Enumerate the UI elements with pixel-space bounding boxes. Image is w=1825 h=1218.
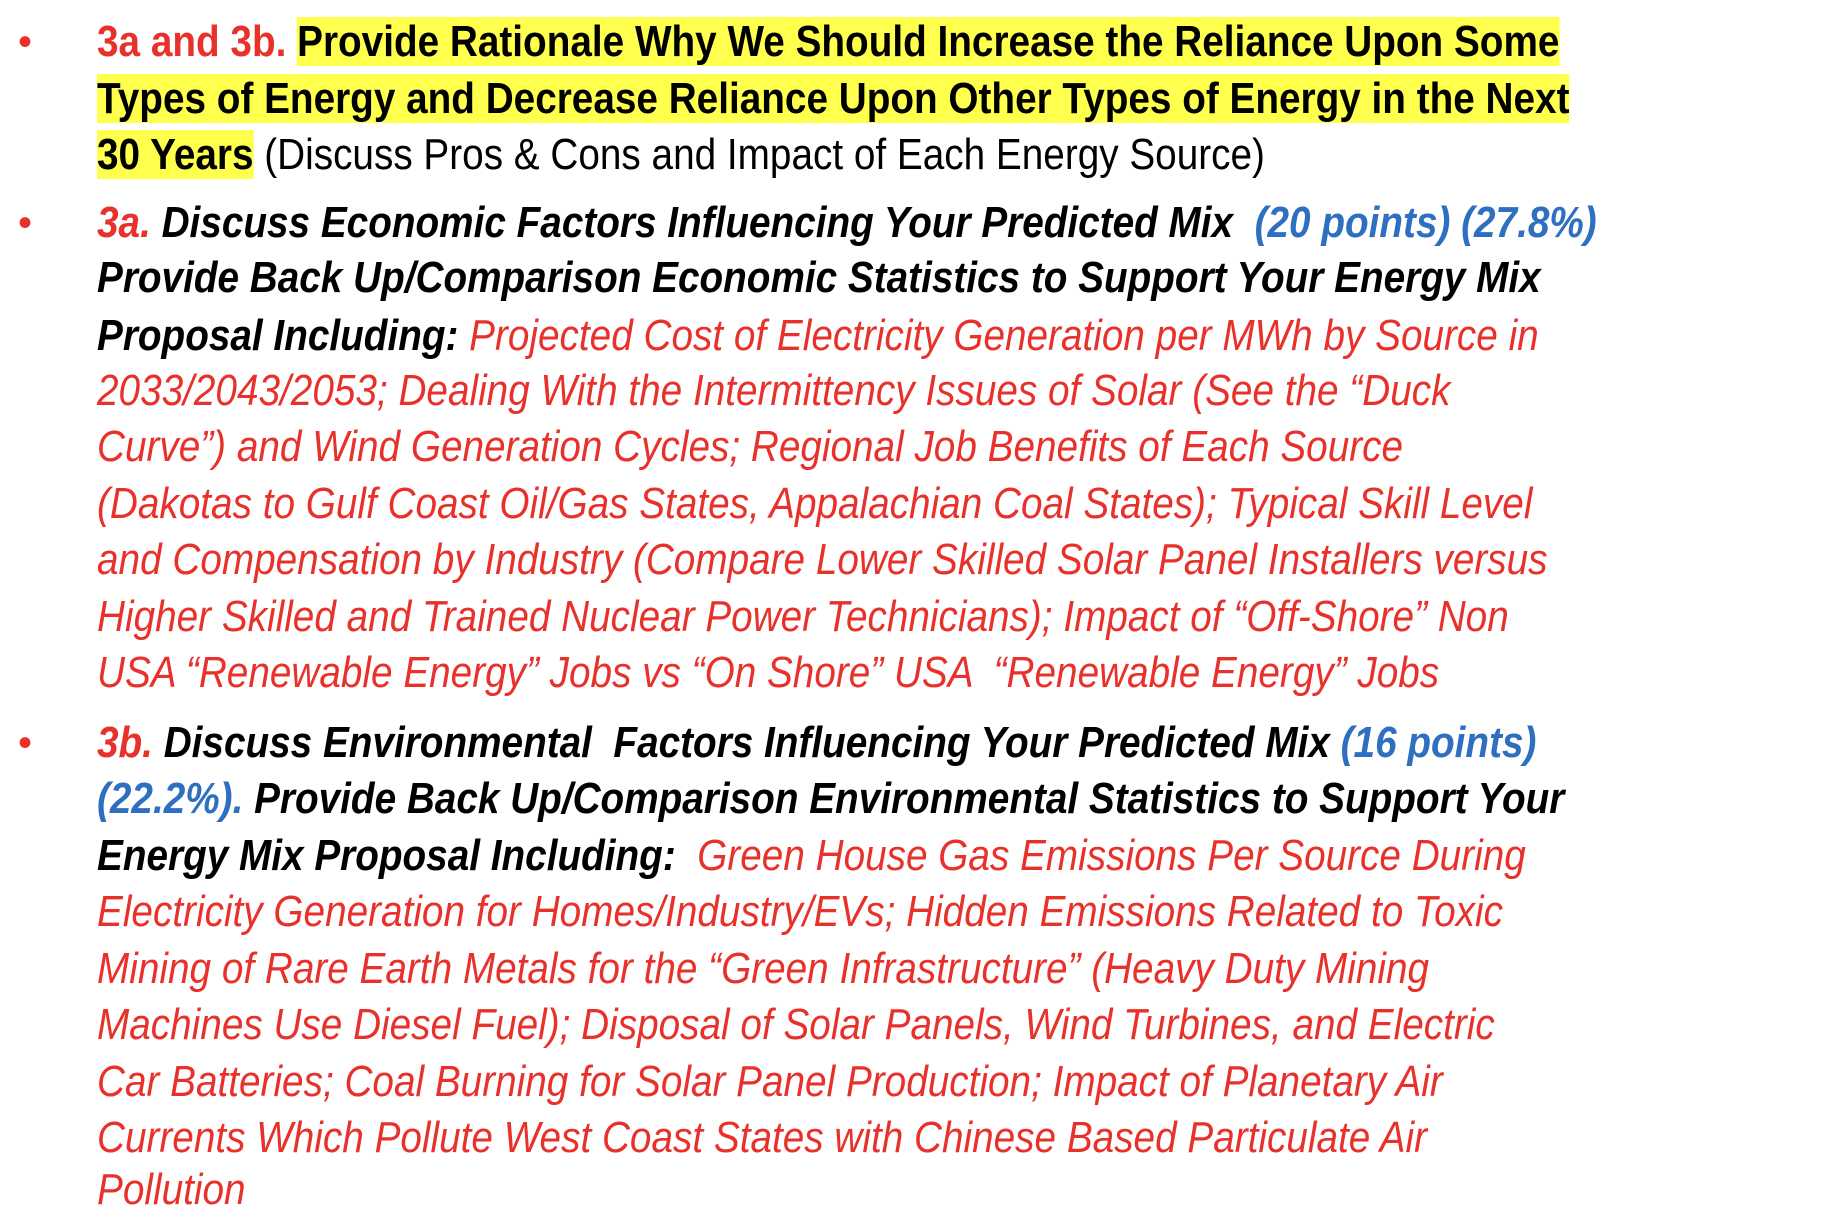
text-line: 3a. Discuss Economic Factors Influencing… [97,195,1597,251]
text-segment-blue-bi: (20 points) (27.8%) [1254,198,1597,247]
text-line: Currents Which Pollute West Coast States… [97,1110,1427,1166]
text-line: Types of Energy and Decrease Reliance Up… [97,71,1570,127]
text-segment-red-i: Projected Cost of Electricity Generation… [469,311,1539,360]
text-line: Pollution [97,1162,246,1218]
text-segment-red-bi: 3b. [97,718,164,767]
text-segment-red-bi: 3a. [97,198,162,247]
text-line: 3a and 3b. Provide Rationale Why We Shou… [97,14,1560,70]
text-segment-hl: 30 Years [97,130,254,179]
text-segment-plain: (Discuss Pros & Cons and Impact of Each … [253,130,1265,179]
text-segment-red-i: (Dakotas to Gulf Coast Oil/Gas States, A… [97,479,1533,528]
bullet-icon: • [18,20,33,64]
text-line: 30 Years (Discuss Pros & Cons and Impact… [97,127,1265,183]
text-segment-black-bi: Energy Mix Proposal Including: [97,831,698,880]
text-line: (Dakotas to Gulf Coast Oil/Gas States, A… [97,476,1532,532]
text-segment-red-i: and Compensation by Industry (Compare Lo… [97,535,1548,584]
text-segment-hl: Provide Rationale Why We Should Increase… [297,17,1560,66]
text-segment-red-i: 2033/2043/2053; Dealing With the Intermi… [97,366,1451,415]
text-segment-hl: Types of Energy and Decrease Reliance Up… [97,74,1570,123]
text-line: Curve”) and Wind Generation Cycles; Regi… [97,419,1403,475]
text-segment-black-bi: Provide Back Up/Comparison Economic Stat… [97,253,1541,302]
text-segment-black-bi: Proposal Including: [97,311,470,360]
text-segment-blue-bi: (16 points) [1340,718,1537,767]
text-line: Higher Skilled and Trained Nuclear Power… [97,589,1509,645]
text-segment-black-bi: Discuss Environmental Factors Influencin… [163,718,1341,767]
text-segment-red-i: USA “Renewable Energy” Jobs vs “On Shore… [97,648,1440,697]
text-segment-red-i: Mining of Rare Earth Metals for the “Gre… [97,944,1430,993]
text-line: (22.2%). Provide Back Up/Comparison Envi… [97,771,1564,827]
text-segment-red-i: Currents Which Pollute West Coast States… [97,1113,1427,1162]
text-line: USA “Renewable Energy” Jobs vs “On Shore… [97,645,1439,701]
text-line: Proposal Including: Projected Cost of El… [97,308,1539,364]
text-segment-red-i: Pollution [97,1165,246,1214]
bullet-icon: • [18,201,33,245]
text-segment-blue-bi: (22.2%). [97,774,244,823]
text-line: Mining of Rare Earth Metals for the “Gre… [97,941,1429,997]
text-line: Energy Mix Proposal Including: Green Hou… [97,828,1526,884]
bullet-icon: • [18,721,33,765]
text-line: and Compensation by Industry (Compare Lo… [97,532,1548,588]
text-line: Car Batteries; Coal Burning for Solar Pa… [97,1054,1443,1110]
text-segment-red-i: Curve”) and Wind Generation Cycles; Regi… [97,422,1404,471]
text-segment-red-i: Car Batteries; Coal Burning for Solar Pa… [97,1057,1443,1106]
text-line: 3b. Discuss Environmental Factors Influe… [97,715,1536,771]
text-segment-red-i: Higher Skilled and Trained Nuclear Power… [97,592,1509,641]
text-line: Provide Back Up/Comparison Economic Stat… [97,250,1541,306]
text-segment-red-i: Green House Gas Emissions Per Source Dur… [697,831,1526,880]
text-segment-red-i: Electricity Generation for Homes/Industr… [97,887,1503,936]
text-line: Electricity Generation for Homes/Industr… [97,884,1503,940]
text-segment-black-bi: Discuss Economic Factors Influencing You… [161,198,1255,247]
text-segment-black-bi: Provide Back Up/Comparison Environmental… [243,774,1565,823]
text-line: Machines Use Diesel Fuel); Disposal of S… [97,997,1495,1053]
text-segment-red-bold: 3a and 3b. [97,17,298,66]
text-line: 2033/2043/2053; Dealing With the Intermi… [97,363,1450,419]
text-segment-red-i: Machines Use Diesel Fuel); Disposal of S… [97,1000,1495,1049]
